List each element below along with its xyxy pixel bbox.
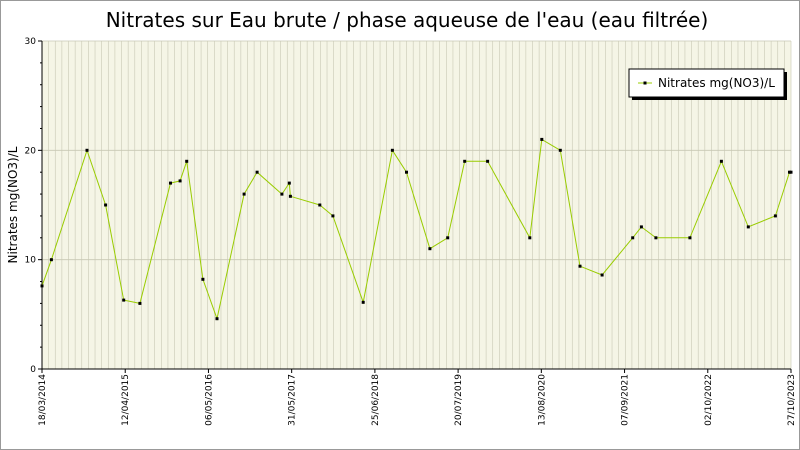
data-point	[178, 179, 182, 183]
data-point	[446, 236, 450, 240]
y-tick-label: 30	[25, 37, 37, 47]
data-point	[242, 192, 246, 196]
data-point	[600, 273, 604, 277]
data-point	[789, 170, 793, 174]
data-point	[104, 203, 108, 207]
data-point	[318, 203, 322, 207]
data-point	[40, 284, 44, 288]
data-point	[540, 137, 544, 141]
data-point	[288, 194, 292, 198]
y-axis-label: Nitrates mg(NO3)/L	[6, 146, 20, 263]
data-point	[138, 301, 142, 305]
data-point	[331, 214, 335, 218]
data-point	[201, 277, 205, 281]
x-tick-label: 31/05/2017	[288, 374, 298, 426]
x-tick-label: 12/04/2015	[121, 374, 131, 426]
x-tick-label: 13/08/2020	[537, 374, 547, 426]
legend-entry-nitrates: Nitrates mg(NO3)/L	[658, 76, 775, 90]
data-point	[287, 181, 291, 185]
data-point	[390, 148, 394, 152]
x-tick-label: 27/10/2023	[787, 374, 797, 426]
data-point	[578, 264, 582, 268]
x-tick-label: 07/09/2021	[621, 374, 631, 426]
legend: Nitrates mg(NO3)/L	[628, 68, 787, 100]
data-point	[746, 225, 750, 229]
legend-marker-swatch	[643, 81, 647, 85]
data-point	[405, 170, 408, 174]
data-point	[639, 225, 643, 229]
x-grid	[48, 41, 792, 369]
x-tick-label: 18/03/2014	[38, 374, 48, 426]
y-tick-label: 10	[25, 256, 37, 266]
x-tick-label: 20/07/2019	[454, 374, 464, 426]
y-grid	[42, 40, 791, 261]
data-point	[280, 192, 284, 196]
series-layer	[40, 137, 793, 321]
x-tick-label: 06/05/2016	[204, 374, 214, 426]
data-point	[486, 159, 490, 163]
data-point	[255, 170, 259, 174]
data-point	[428, 247, 432, 251]
chart-title: Nitrates sur Eau brute / phase aqueuse d…	[106, 8, 709, 32]
y-ticks: 0 10 20 30	[25, 37, 42, 375]
x-ticks: 18/03/2014 12/04/2015 06/05/2016 31/05/2017…	[38, 369, 797, 426]
data-point	[558, 148, 562, 152]
data-point	[631, 236, 635, 240]
data-point	[85, 148, 89, 152]
data-point	[169, 181, 172, 185]
data-point	[215, 317, 219, 321]
x-tick-label: 25/06/2018	[371, 374, 381, 426]
y-tick-label: 0	[30, 365, 36, 375]
data-point	[122, 298, 126, 302]
data-point	[185, 159, 189, 163]
data-point	[773, 214, 777, 218]
data-point	[463, 159, 467, 163]
x-tick-label: 02/10/2022	[704, 374, 714, 426]
data-point	[654, 236, 658, 240]
data-point	[528, 236, 532, 240]
data-point	[49, 258, 53, 262]
data-point	[361, 300, 365, 304]
data-point	[688, 236, 692, 240]
y-tick-label: 20	[25, 146, 37, 156]
legend-box	[628, 68, 785, 98]
data-point	[719, 159, 723, 163]
